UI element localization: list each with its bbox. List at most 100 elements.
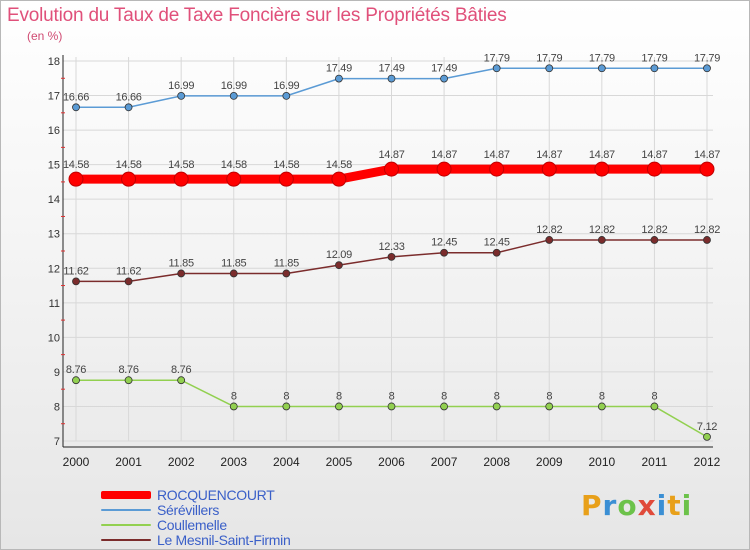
data-labels: 16.66 16.66 16.99 16.99 16.99 17.49 17.49 17.49… xyxy=(63,52,721,433)
series-point xyxy=(699,161,715,177)
series-group xyxy=(68,64,715,441)
y-tick-label: 7 xyxy=(54,436,60,448)
legend-label: Sérévillers xyxy=(157,501,220,518)
series-point xyxy=(177,376,186,385)
data-label: 11.85 xyxy=(169,257,194,269)
logo-letter: o xyxy=(617,489,638,522)
data-label: 16.99 xyxy=(168,80,194,92)
data-label: 8 xyxy=(231,390,237,402)
y-tick-label: 11 xyxy=(49,298,60,310)
data-label: 17.49 xyxy=(431,63,457,75)
data-label: 8 xyxy=(389,390,395,402)
series-point xyxy=(229,269,238,278)
x-tick-label: 2006 xyxy=(378,455,405,469)
series-point xyxy=(492,402,501,411)
series-point xyxy=(387,74,396,83)
logo-letter: r xyxy=(602,489,618,522)
series-point xyxy=(436,161,452,177)
y-tick-label: 10 xyxy=(48,332,60,344)
y-tick-label: 14 xyxy=(48,194,60,206)
data-label: 8 xyxy=(494,390,500,402)
legend-label: Coullemelle xyxy=(157,516,227,533)
data-label: 8 xyxy=(599,390,605,402)
data-label: 7.12 xyxy=(697,421,717,433)
series-point xyxy=(440,248,448,257)
legend-swatch xyxy=(101,490,151,499)
data-label: 12.33 xyxy=(378,241,404,253)
y-tick-label: 17 xyxy=(48,91,60,103)
series-point xyxy=(545,64,554,73)
data-label: 17.49 xyxy=(378,63,404,75)
data-label: 8.76 xyxy=(171,364,191,376)
data-label: 12.82 xyxy=(641,224,667,236)
data-label: 8.76 xyxy=(118,364,138,376)
data-label: 14.87 xyxy=(484,149,510,161)
legend: ROCQUENCOURT Sérévillers Coullemelle Le Mes… xyxy=(101,486,291,548)
y-tick-label: 12 xyxy=(48,263,60,275)
series-point xyxy=(177,269,186,278)
legend-item: ROCQUENCOURT xyxy=(101,486,290,503)
series-point xyxy=(229,402,238,411)
x-tick-label: 2003 xyxy=(220,455,247,469)
data-label: 12.09 xyxy=(326,249,352,261)
series-point xyxy=(545,236,554,244)
data-label: 17.79 xyxy=(589,52,615,64)
series-point xyxy=(72,376,80,385)
data-label: 8.76 xyxy=(66,364,86,376)
y-tick-label: 15 xyxy=(48,160,60,172)
series-point xyxy=(650,64,659,73)
series-point xyxy=(282,402,291,411)
series-point xyxy=(335,402,343,411)
series-point xyxy=(229,91,238,100)
series-point xyxy=(226,171,242,187)
series-point xyxy=(703,236,711,244)
legend-item: Coullemelle xyxy=(101,516,290,533)
series-point xyxy=(650,402,659,411)
data-label: 12.45 xyxy=(431,237,457,249)
series-point xyxy=(124,103,133,112)
series-point xyxy=(492,64,501,73)
y-tick-label: 9 xyxy=(54,367,60,379)
unit-label: (en %) xyxy=(27,29,63,43)
x-tick-label: 2005 xyxy=(326,455,353,469)
data-label: 17.79 xyxy=(694,52,720,64)
legend-swatch xyxy=(101,538,151,541)
series-point xyxy=(387,252,396,261)
data-label: 14.87 xyxy=(694,149,720,161)
legend-label: ROCQUENCOURT xyxy=(157,486,275,503)
series-point xyxy=(278,171,294,187)
data-label: 11.62 xyxy=(116,265,141,277)
logo-letter: i xyxy=(656,489,668,522)
data-label: 14.87 xyxy=(589,149,615,161)
data-label: 14.87 xyxy=(536,149,562,161)
series-point xyxy=(335,261,343,270)
axes xyxy=(61,55,713,448)
logo-letter: P xyxy=(581,489,603,522)
x-tick-label: 2001 xyxy=(115,455,142,469)
data-label: 16.66 xyxy=(63,91,89,103)
logo-letter: t xyxy=(667,489,682,522)
series-point xyxy=(597,236,606,244)
series-point xyxy=(72,277,80,286)
series-point xyxy=(72,103,80,112)
series-point xyxy=(387,402,396,411)
data-label: 11.62 xyxy=(63,265,88,277)
legend-swatch xyxy=(101,508,151,511)
data-label: 17.79 xyxy=(536,52,562,64)
legend-item: Le Mesnil-Saint-Firmin xyxy=(101,532,291,548)
x-tick-label: 2008 xyxy=(483,455,510,469)
y-tick-label: 8 xyxy=(54,401,60,413)
data-label: 14.58 xyxy=(221,159,247,171)
y-tick-label: 18 xyxy=(48,56,60,68)
series-point xyxy=(121,171,137,187)
series-point xyxy=(597,64,606,73)
data-label: 11.85 xyxy=(221,257,246,269)
logo-letter: i xyxy=(681,489,693,522)
series-point xyxy=(703,432,711,441)
data-label: 17.79 xyxy=(484,52,510,64)
legend-swatch xyxy=(101,523,151,526)
data-label: 14.58 xyxy=(326,159,352,171)
data-label: 14.58 xyxy=(116,159,142,171)
y-tick-labels: 7 8 9 10 11 12 13 14 15 16 17 18 xyxy=(48,56,60,448)
data-label: 17.79 xyxy=(641,52,667,64)
